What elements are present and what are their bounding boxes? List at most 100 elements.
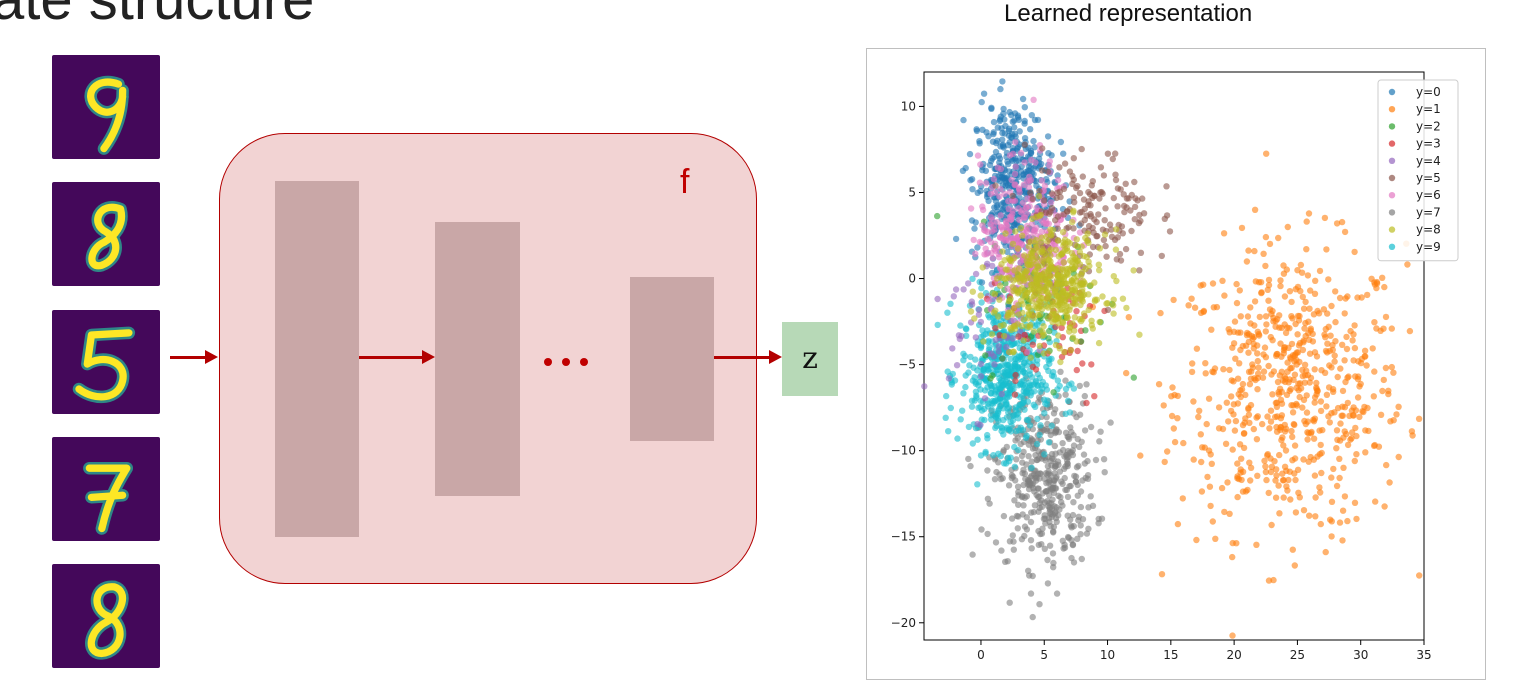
scatter-point [1010,546,1017,553]
scatter-point [1210,304,1217,311]
scatter-point [1028,297,1036,305]
scatter-point [1038,167,1046,174]
scatter-point [1281,373,1288,380]
scatter-point [1080,252,1087,260]
scatter-point [1009,240,1017,248]
scatter-point [995,343,1002,350]
scatter-point [1353,432,1360,440]
scatter-point [989,262,996,270]
scatter-point [1000,416,1007,424]
scatter-point [1310,418,1318,425]
scatter-point [1064,314,1071,321]
scatter-point [1256,313,1263,321]
scatter-point [959,167,967,174]
legend-label: y=6 [1416,188,1441,202]
scatter-point [1246,381,1254,388]
scatter-point [984,384,991,391]
y-tick-label: 5 [908,185,916,199]
scatter-point [1322,325,1329,333]
scatter-point [1349,429,1356,436]
scatter-point [1291,371,1299,378]
scatter-point [1081,205,1088,213]
scatter-point [1333,220,1341,227]
scatter-point [1058,291,1065,298]
scatter-point [1231,427,1239,434]
scatter-point [1341,228,1349,236]
scatter-point [1044,315,1052,322]
scatter-point [1339,387,1347,395]
scatter-point [1044,498,1051,505]
scatter-point [1110,296,1117,303]
scatter-point [1010,317,1017,324]
scatter-point [1083,530,1091,537]
scatter-point [1079,173,1086,180]
scatter-point [997,212,1004,219]
scatter-point [1130,267,1137,274]
scatter-point [1223,399,1230,406]
scatter-point [969,288,976,295]
scatter-point [1301,379,1308,386]
scatter-point [1026,422,1034,429]
scatter-point [1006,257,1014,264]
scatter-point [1390,369,1397,376]
scatter-point [1307,287,1314,294]
scatter-point [1006,599,1013,606]
scatter-point [988,406,995,413]
scatter-point [1068,554,1075,562]
scatter-point [979,126,986,133]
digit-tile [52,564,160,668]
scatter-point [1046,542,1054,549]
scatter-point [1045,439,1053,446]
scatter-point [1012,220,1019,227]
scatter-point [1290,420,1297,428]
scatter-point [1139,195,1146,202]
scatter-point [1020,481,1027,489]
scatter-point [1010,235,1017,242]
scatter-point [1185,302,1192,309]
scatter-point [994,218,1001,226]
scatter-point [1009,210,1016,218]
scatter-point [1157,309,1164,317]
scatter-point [1037,388,1044,395]
scatter-point [1295,489,1302,496]
scatter-point [1128,227,1135,235]
scatter-point [1000,105,1007,113]
scatter-point [1089,502,1097,509]
scatter-point [1074,347,1081,355]
scatter-point [1229,632,1236,639]
scatter-point [1069,447,1076,454]
scatter-point [1048,422,1055,429]
scatter-point [1013,456,1020,463]
scatter-point [1081,427,1089,434]
scatter-point [1063,457,1071,464]
scatter-point [978,239,985,247]
scatter-point [944,309,951,316]
scatter-point [1082,234,1089,242]
scatter-point [1095,211,1102,218]
scatter-point [1218,484,1226,492]
scatter-point [1021,214,1029,221]
scatter-point [1254,472,1261,479]
scatter-point [1077,503,1085,511]
scatter-point [1379,387,1386,395]
scatter-point [1024,348,1031,355]
scatter-point [1058,324,1065,331]
scatter-point [1244,486,1251,494]
scatter-point [1239,342,1246,350]
scatter-point [947,404,954,412]
scatter-point [1385,387,1392,394]
scatter-point [1100,172,1108,179]
scatter-point [1048,450,1056,458]
scatter-point [1225,418,1232,425]
scatter-point [972,270,980,278]
scatter-point [1286,387,1293,395]
scatter-point [1263,321,1270,328]
scatter-point [1370,393,1377,400]
scatter-point [993,275,1001,282]
scatter-point [977,292,984,299]
scatter-point [1033,182,1040,189]
scatter-point [1340,464,1347,471]
scatter-point [1028,226,1035,234]
scatter-point [1254,357,1261,365]
legend-label: y=0 [1416,85,1441,99]
